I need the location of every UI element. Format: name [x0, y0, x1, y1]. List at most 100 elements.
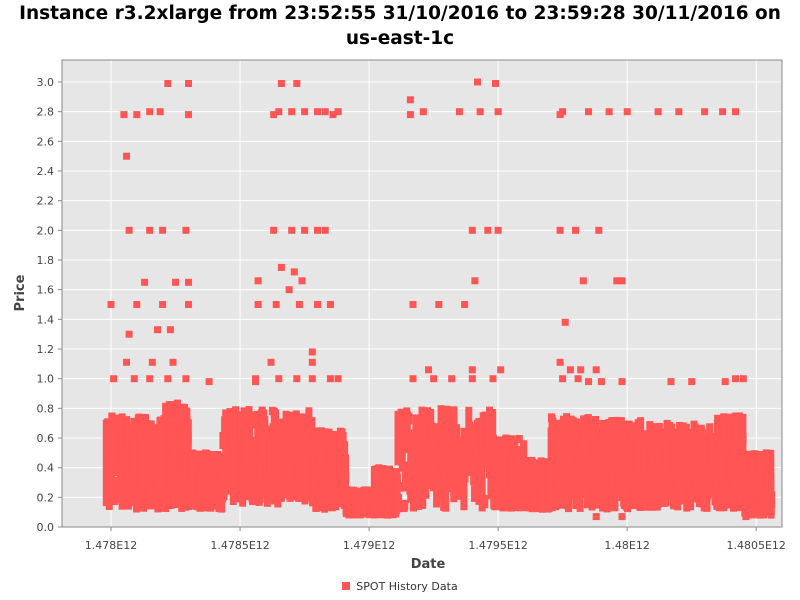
- point-cluster: [597, 416, 662, 513]
- data-point: [592, 513, 600, 521]
- data-point: [654, 108, 662, 116]
- data-point: [164, 80, 172, 87]
- data-point: [308, 348, 316, 356]
- data-point-run: [402, 461, 409, 492]
- data-point: [595, 226, 603, 234]
- data-point: [623, 108, 631, 116]
- data-point: [719, 108, 727, 116]
- data-point: [301, 226, 309, 234]
- y-tick-label: 2.6: [37, 135, 55, 148]
- data-point-run: [399, 409, 407, 439]
- data-point-run: [515, 435, 523, 444]
- data-points: [102, 78, 776, 521]
- data-point: [182, 226, 190, 234]
- data-point: [185, 111, 192, 119]
- data-point-run: [218, 498, 226, 513]
- data-point-run: [465, 438, 472, 475]
- data-point-run: [572, 495, 580, 509]
- data-point: [667, 378, 675, 386]
- point-cluster: [370, 464, 401, 519]
- data-point-run: [398, 425, 406, 472]
- data-point: [159, 226, 167, 234]
- data-point: [448, 375, 456, 383]
- legend-label: SPOT History Data: [356, 580, 458, 593]
- y-tick-label: 1.4: [37, 313, 55, 326]
- data-point: [618, 277, 626, 285]
- data-point-run: [481, 494, 489, 509]
- point-cluster: [308, 427, 350, 513]
- data-point-run: [250, 451, 258, 496]
- data-point: [468, 226, 476, 234]
- data-point: [146, 226, 154, 234]
- chart-title-line-1: Instance r3.2xlarge from 23:52:55 31/10/…: [19, 3, 781, 24]
- data-point: [285, 286, 293, 294]
- data-point: [277, 263, 285, 271]
- data-point-run: [113, 477, 121, 498]
- data-point-run: [640, 430, 648, 449]
- data-point: [613, 277, 621, 285]
- data-point: [471, 277, 479, 285]
- data-point-run: [282, 410, 290, 466]
- data-point: [301, 108, 309, 116]
- data-point: [172, 278, 179, 286]
- data-point: [688, 378, 696, 386]
- data-point: [267, 358, 275, 366]
- data-point: [732, 375, 739, 383]
- data-point: [435, 301, 443, 308]
- data-point: [566, 366, 574, 374]
- data-point: [556, 358, 564, 366]
- data-point: [133, 301, 141, 308]
- data-point: [293, 375, 301, 383]
- data-point-run: [739, 433, 747, 444]
- point-cluster: [739, 449, 776, 519]
- data-point: [455, 108, 463, 116]
- data-point: [468, 366, 476, 374]
- data-point-run: [272, 409, 280, 423]
- data-point: [742, 513, 750, 521]
- data-point-run: [520, 441, 528, 459]
- x-tick-label: 1.4785E12: [210, 539, 269, 552]
- data-point: [572, 226, 579, 234]
- data-point: [169, 358, 177, 366]
- y-tick-label: 0.0: [37, 521, 55, 534]
- data-point-run: [478, 418, 486, 512]
- y-tick-label: 0.6: [37, 432, 55, 445]
- data-point: [288, 226, 296, 234]
- data-point: [185, 278, 192, 286]
- data-point-run: [703, 492, 711, 512]
- y-tick-label: 2.8: [37, 106, 55, 119]
- chart-title-line-2: us-east-1c: [345, 28, 455, 49]
- data-point: [295, 301, 303, 308]
- point-cluster: [185, 449, 226, 513]
- data-point: [605, 108, 613, 116]
- data-point-run: [222, 450, 230, 495]
- data-point-run: [444, 440, 452, 449]
- data-point: [406, 111, 414, 119]
- y-tick-label: 0.2: [37, 491, 55, 504]
- data-point-run: [693, 429, 700, 455]
- data-point: [585, 108, 592, 116]
- point-cluster: [161, 399, 192, 512]
- data-point: [275, 375, 283, 383]
- data-point: [492, 80, 499, 87]
- data-point: [288, 108, 296, 116]
- data-point: [321, 108, 329, 116]
- data-point: [272, 301, 280, 308]
- data-point-run: [540, 458, 548, 466]
- data-point: [489, 375, 497, 383]
- data-point: [556, 226, 564, 234]
- data-point: [308, 358, 316, 366]
- data-point: [556, 111, 564, 119]
- y-tick-label: 2.2: [37, 195, 55, 208]
- data-point-run: [277, 487, 285, 502]
- data-point-run: [286, 428, 294, 500]
- data-point-run: [291, 469, 299, 501]
- data-point: [133, 111, 141, 119]
- y-tick-label: 1.2: [37, 343, 55, 356]
- data-point: [484, 226, 492, 234]
- data-point-run: [403, 411, 411, 439]
- data-point: [579, 277, 587, 285]
- data-point: [326, 301, 334, 308]
- data-point: [419, 108, 427, 116]
